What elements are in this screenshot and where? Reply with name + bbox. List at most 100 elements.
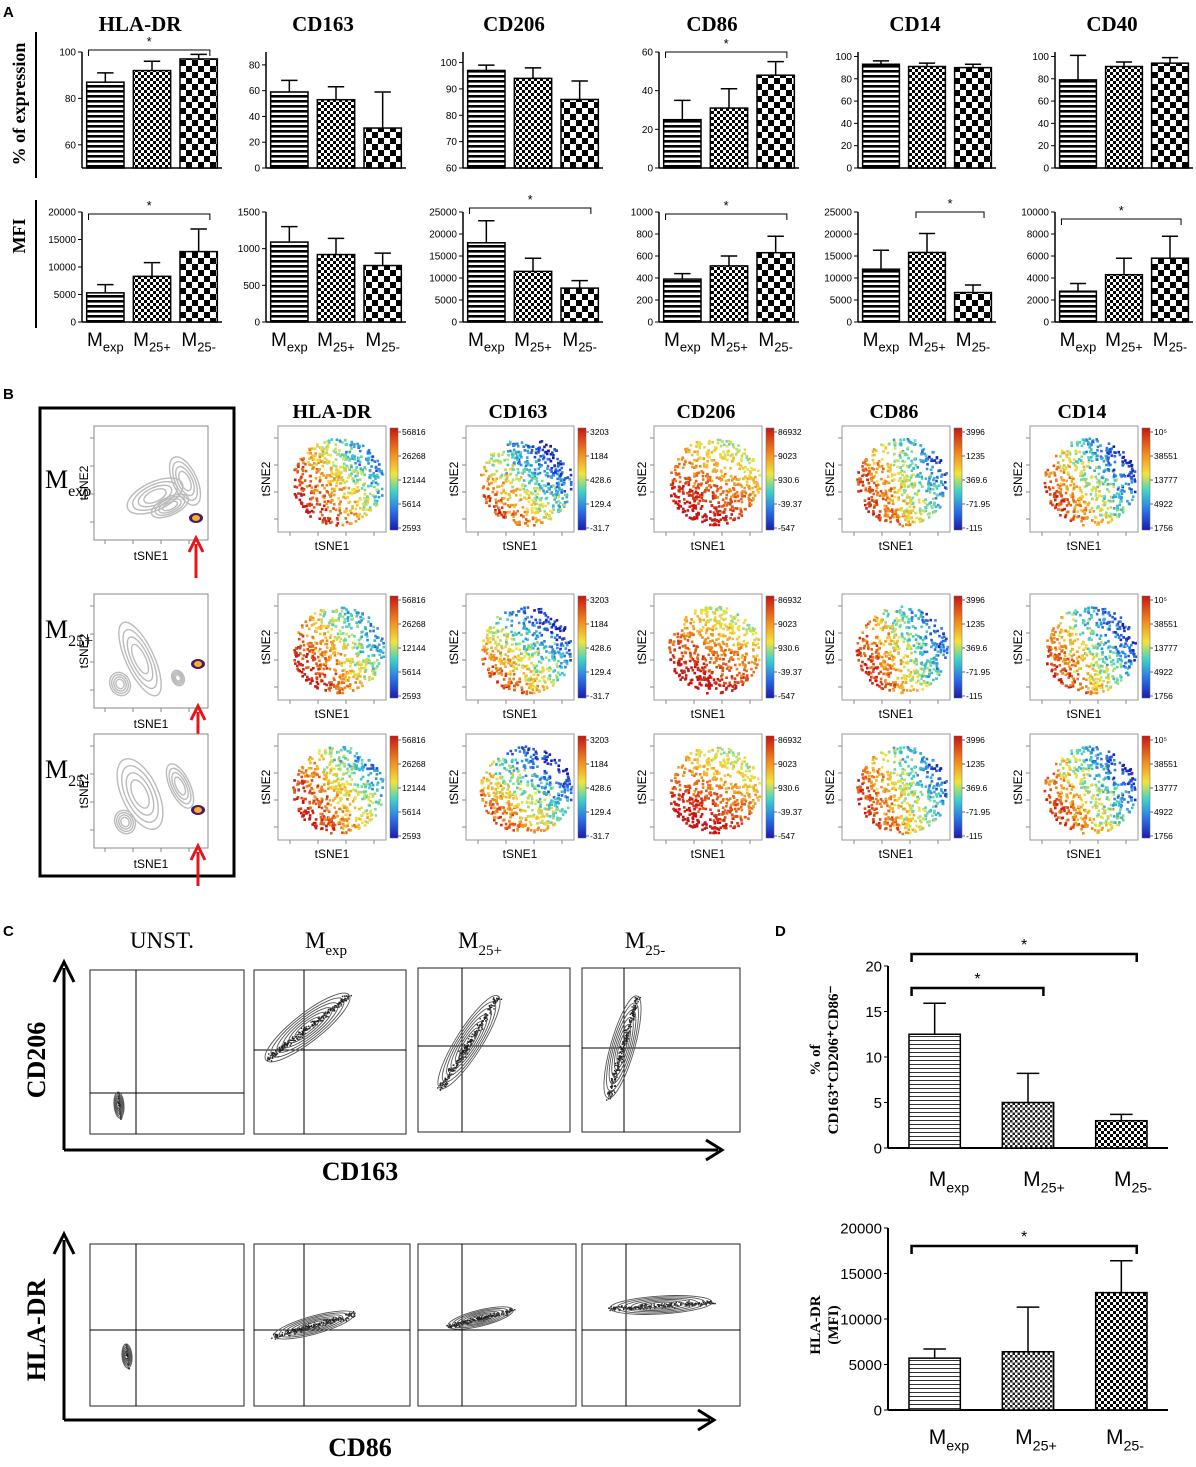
b-tsne-point <box>511 478 515 482</box>
b-tsne-point <box>338 502 341 506</box>
b-tsne-point <box>524 460 527 464</box>
b-tsne-point <box>354 681 358 684</box>
b-tsne-point <box>1105 511 1108 515</box>
b-tsne-point <box>881 491 884 495</box>
b-tsne-point <box>541 479 544 483</box>
b-tsne-point <box>512 657 515 660</box>
b-tsne-point <box>535 496 539 499</box>
b-tsne-point <box>351 469 354 472</box>
b-tsne-point <box>497 621 500 625</box>
b-tsne-point <box>1069 483 1072 487</box>
b-tsne-point <box>681 645 685 648</box>
b-tsne-point <box>357 489 361 492</box>
b-tsne-point <box>485 642 488 646</box>
b-tsne-point <box>497 452 500 456</box>
b-tsne-point <box>706 636 710 640</box>
b-tsne-point <box>719 444 723 448</box>
b-tsne-point <box>298 479 301 482</box>
b-tsne-point <box>737 482 741 486</box>
b-tsne-point <box>327 453 330 457</box>
b-tsne-point <box>331 473 334 477</box>
b-tsne-point <box>324 642 327 646</box>
b-tsne-point <box>751 459 754 463</box>
b-tsne-point <box>557 493 561 497</box>
b-tsne-point <box>504 640 508 644</box>
b-tsne-point <box>1098 482 1102 485</box>
b-tsne-point <box>360 662 364 666</box>
b-tsne-point <box>366 499 369 503</box>
b-tsne-point <box>355 673 358 677</box>
b-tsne-point <box>502 490 506 494</box>
b-tsne-point <box>1054 454 1058 458</box>
b-tsne-point <box>337 474 340 478</box>
b-tsne-point <box>694 507 698 510</box>
b-tsne-point <box>676 506 680 510</box>
b-tsne-point <box>720 622 723 626</box>
b-tsne-point <box>559 647 562 651</box>
b-tsne-point <box>366 495 369 498</box>
b-tsne-point <box>686 509 690 512</box>
b-tsne-point <box>306 642 310 646</box>
b-tsne-point <box>541 622 545 625</box>
b-tsne-point <box>353 455 356 458</box>
b-tsne-point <box>692 620 696 624</box>
b-tsne-point <box>671 479 675 482</box>
b-tsne-point <box>1117 496 1121 499</box>
b-tsne-point <box>883 479 887 483</box>
b-tsne-point <box>741 490 745 493</box>
b-tsne-point <box>342 681 346 685</box>
b-tsne-point <box>1120 508 1123 512</box>
b-tsne-point <box>490 481 493 485</box>
b-tsne-point <box>340 681 344 685</box>
b-tsne-point <box>366 452 370 455</box>
b-tsne-point <box>712 511 716 514</box>
b-tsne-point <box>739 676 743 680</box>
b-tsne-point <box>678 646 681 650</box>
b-tsne-point <box>1097 472 1101 476</box>
b-tsne-point <box>1059 455 1062 458</box>
b-tsne-point <box>490 672 493 675</box>
b-tsne-point <box>308 447 311 451</box>
b-tsne-point <box>917 679 920 683</box>
b-tsne-point <box>1124 459 1127 462</box>
b-tsne-point <box>514 493 518 497</box>
b-tsne-point <box>1119 473 1122 477</box>
b-tsne-point <box>523 665 527 668</box>
b-tsne-point <box>903 491 906 494</box>
b-tsne-point <box>352 443 355 446</box>
b-tsne-point <box>542 669 545 672</box>
b-tsne-point <box>538 518 541 522</box>
b-tsne-point <box>337 472 340 476</box>
b-tsne-point <box>698 668 701 672</box>
b-tsne-point <box>893 490 897 494</box>
b-tsne-point <box>714 461 718 465</box>
b-tsne-point <box>518 523 521 527</box>
b-tsne-point <box>707 475 710 479</box>
b-tsne-point <box>364 503 368 506</box>
b-tsne-point <box>325 667 329 670</box>
b-tsne-point <box>373 671 377 675</box>
b-tsne-point <box>311 651 315 654</box>
b-tsne-point <box>924 477 928 480</box>
b-tsne-point <box>341 441 344 444</box>
b-tsne-point <box>927 487 930 491</box>
b-tsne-point <box>1121 474 1125 477</box>
b-tsne-point <box>706 619 710 622</box>
b-tsne-point <box>310 463 314 467</box>
b-tsne-point <box>298 498 302 502</box>
b-tsne-point <box>569 480 573 484</box>
b-tsne-point <box>894 680 898 684</box>
b-tsne-point <box>351 658 354 662</box>
b-tsne-point <box>710 646 714 649</box>
b-tsne-point <box>872 509 875 513</box>
b-tsne-point <box>356 486 360 489</box>
b-tsne-point <box>881 494 885 498</box>
b-tsne-point <box>537 463 541 466</box>
b-tsne-point <box>502 511 506 514</box>
b-tsne-point <box>722 684 725 687</box>
b-tsne-point <box>329 483 332 486</box>
b-tsne-point <box>321 518 325 522</box>
b-tsne-point <box>556 491 560 494</box>
b-tsne-point <box>360 681 363 685</box>
